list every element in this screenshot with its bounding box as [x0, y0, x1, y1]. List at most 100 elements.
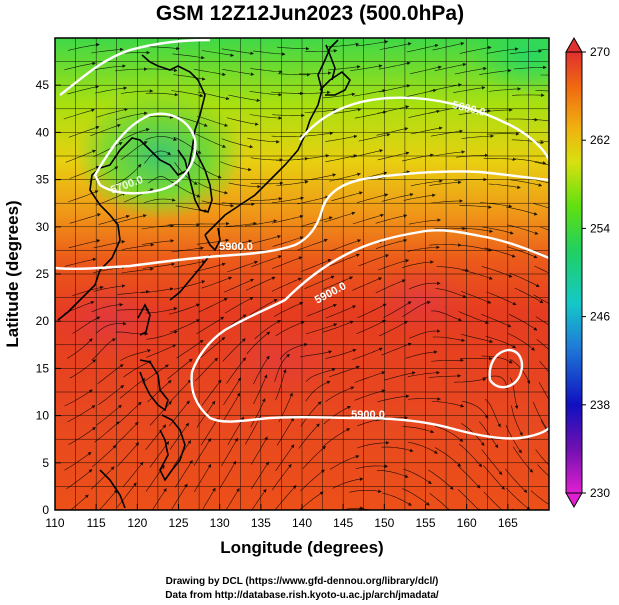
- streamline: [173, 280, 206, 290]
- streamline: [228, 94, 261, 103]
- streamline: [429, 243, 462, 247]
- streamline: [509, 314, 538, 331]
- streamline: [481, 449, 503, 475]
- x-tick-label: 120: [127, 516, 147, 530]
- streamline: [170, 483, 188, 510]
- streamline: [171, 90, 204, 98]
- streamline: [484, 398, 501, 428]
- streamline: [341, 506, 364, 510]
- streamline: [539, 360, 549, 373]
- streamline: [69, 359, 97, 379]
- streamline: [225, 487, 240, 510]
- contour-label-south: 5900.0: [351, 409, 385, 421]
- streamline: [65, 149, 97, 163]
- streamline: [250, 436, 268, 465]
- streamline: [535, 90, 549, 92]
- streamline: [196, 115, 229, 127]
- streamline: [66, 469, 93, 490]
- streamline: [96, 404, 122, 426]
- streamline: [453, 377, 487, 383]
- streamline: [251, 488, 267, 510]
- streamline: [271, 91, 304, 96]
- streamline: [402, 468, 432, 485]
- warm-region-south: [220, 320, 340, 400]
- streamline: [352, 347, 383, 360]
- streamline: [193, 161, 222, 179]
- y-tick-label: 10: [36, 409, 50, 423]
- streamline: [375, 279, 406, 294]
- streamline: [273, 301, 304, 317]
- streamline: [145, 136, 177, 141]
- streamline: [460, 291, 492, 304]
- streamline: [296, 154, 330, 160]
- streamline: [428, 374, 462, 378]
- streamline: [145, 307, 178, 314]
- streamline: [540, 74, 549, 76]
- streamline: [173, 260, 206, 268]
- streamline: [197, 91, 230, 101]
- streamline: [246, 331, 271, 355]
- streamline: [332, 477, 364, 489]
- streamline: [355, 40, 389, 47]
- streamline: [117, 442, 140, 467]
- streamline: [354, 371, 386, 383]
- colorbar: 270 262 254 246 238 230: [565, 36, 610, 509]
- streamline: [511, 139, 545, 145]
- streamline: [201, 200, 235, 208]
- contour-5900-center: [190, 229, 549, 440]
- streamline: [272, 113, 305, 118]
- streamline: [227, 260, 259, 273]
- streamline: [512, 93, 545, 98]
- streamline: [539, 226, 549, 231]
- streamline: [535, 449, 549, 466]
- streamline: [323, 320, 354, 333]
- streamline: [69, 213, 101, 224]
- streamline: [459, 244, 492, 252]
- streamline: [276, 46, 310, 51]
- streamline: [64, 257, 97, 267]
- streamline: [145, 424, 167, 450]
- streamline: [221, 437, 238, 467]
- streamline: [325, 154, 358, 163]
- streamline: [67, 338, 93, 359]
- streamline: [350, 64, 383, 71]
- streamline: [120, 349, 151, 361]
- streamline: [142, 262, 176, 269]
- streamline: [68, 239, 101, 249]
- streamline: [406, 43, 439, 53]
- streamline: [298, 71, 332, 75]
- streamline: [141, 287, 174, 294]
- streamline: [358, 508, 373, 510]
- streamline: [220, 239, 253, 248]
- streamline: [67, 190, 99, 203]
- streamline: [483, 465, 505, 490]
- x-tick-label: 145: [333, 516, 353, 530]
- streamline: [175, 459, 193, 488]
- streamline: [145, 464, 165, 492]
- streamline: [535, 316, 549, 326]
- streamline: [536, 339, 549, 351]
- streamline: [511, 405, 523, 437]
- y-axis-label: Latitude (degrees): [3, 200, 22, 347]
- streamline: [63, 108, 95, 120]
- streamline: [302, 445, 326, 469]
- streamline: [122, 461, 144, 488]
- streamline: [433, 516, 457, 537]
- streamline: [277, 72, 311, 77]
- streamline: [271, 196, 305, 204]
- streamline: [329, 455, 360, 470]
- streamline: [479, 202, 513, 208]
- streamline: [323, 276, 354, 290]
- streamline: [531, 119, 549, 122]
- streamline: [410, 126, 443, 135]
- colorbar-tick-label: 230: [590, 486, 610, 500]
- streamline: [146, 344, 177, 358]
- streamline: [358, 254, 390, 267]
- streamline: [322, 92, 356, 99]
- streamline: [196, 238, 230, 245]
- streamline: [300, 131, 334, 137]
- streamline: [115, 111, 148, 121]
- streamline: [304, 275, 335, 289]
- streamline: [224, 278, 255, 293]
- streamline: [201, 276, 233, 289]
